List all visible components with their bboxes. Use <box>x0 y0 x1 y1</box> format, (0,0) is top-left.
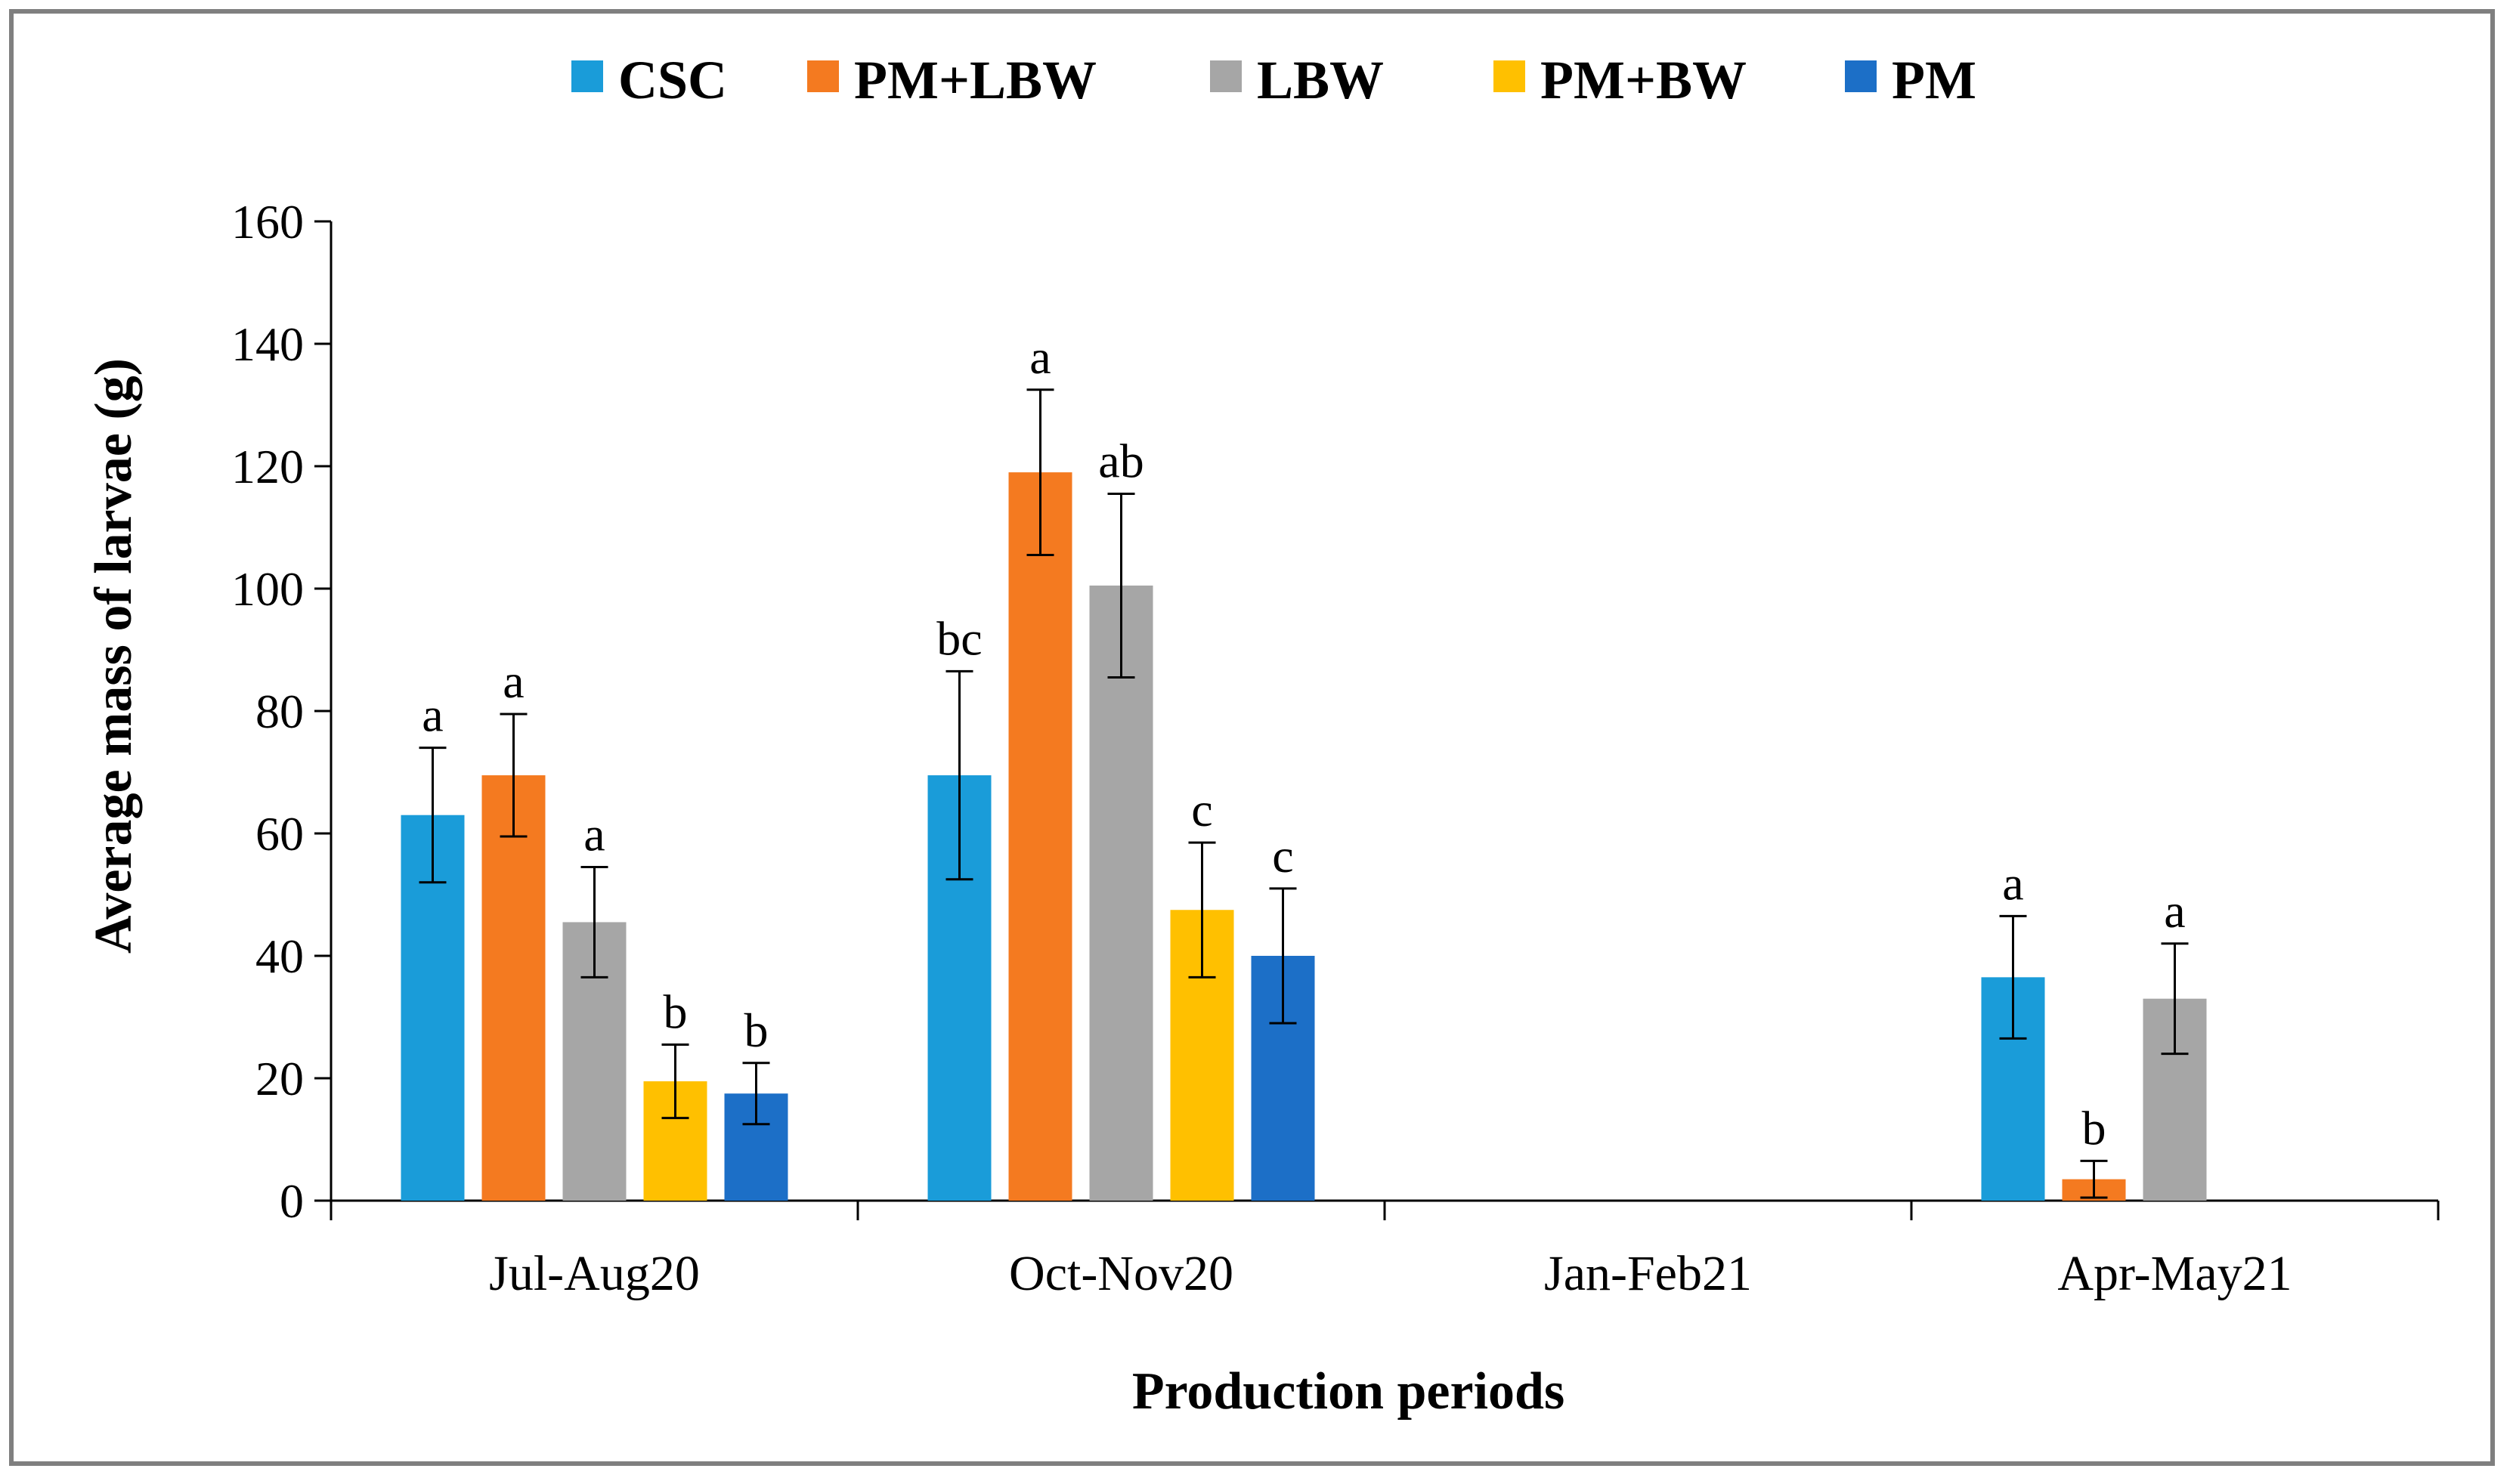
y-tick-label: 0 <box>280 1174 304 1228</box>
legend-swatch <box>1210 60 1242 92</box>
chart: CSC PM+LBW LBW PM+BW PM 0 20 40 60 80 100 120 140 16… <box>85 50 2440 1421</box>
legend-label: PM+BW <box>1540 50 1747 110</box>
significance-label: b <box>2082 1101 2106 1155</box>
significance-label: c <box>1191 783 1212 836</box>
legend-swatch <box>1493 60 1525 92</box>
bar <box>481 775 546 1201</box>
significance-label: a <box>503 654 524 708</box>
significance-label: a <box>422 688 443 742</box>
x-tick-label: Oct-Nov20 <box>1009 1246 1233 1301</box>
legend-label: PM+LBW <box>854 50 1097 110</box>
legend-label: LBW <box>1257 50 1384 110</box>
bar <box>1008 472 1072 1201</box>
y-tick-label: 160 <box>231 195 304 249</box>
y-tick-label: 140 <box>231 317 304 371</box>
legend-label: PM <box>1892 50 1976 110</box>
y-tick-label: 80 <box>255 685 304 738</box>
x-tick-label: Jul-Aug20 <box>489 1246 700 1301</box>
significance-label: ab <box>1098 434 1144 487</box>
bar <box>1089 585 1153 1201</box>
chart-frame: CSC PM+LBW LBW PM+BW PM 0 20 40 60 80 100 120 140 16… <box>9 9 2495 1466</box>
y-axis: 0 20 40 60 80 100 120 140 160 <box>231 195 333 1228</box>
legend-swatch <box>1845 60 1877 92</box>
significance-label: a <box>2164 884 2185 938</box>
legend-swatch <box>807 60 839 92</box>
y-tick-label: 100 <box>231 562 304 616</box>
legend-swatch <box>571 60 603 92</box>
y-tick-label: 120 <box>231 440 304 493</box>
significance-label: c <box>1272 829 1293 883</box>
legend: CSC PM+LBW LBW PM+BW PM <box>571 50 1976 110</box>
significance-label: a <box>2002 856 2023 910</box>
significance-label: a <box>583 808 605 861</box>
x-tick-label: Jan-Feb21 <box>1544 1246 1752 1301</box>
legend-label: CSC <box>618 50 727 110</box>
x-axis-title: Production periods <box>1132 1362 1564 1421</box>
y-tick-label: 60 <box>255 807 304 861</box>
significance-label: b <box>744 1003 769 1057</box>
significance-label: bc <box>936 611 982 665</box>
y-tick-label: 20 <box>255 1052 304 1105</box>
y-tick-label: 40 <box>255 929 304 983</box>
x-axis: Jul-Aug20 Oct-Nov20 Jan-Feb21 Apr-May21 <box>330 1199 2440 1301</box>
significance-label: b <box>664 985 688 1038</box>
x-tick-label: Apr-May21 <box>2057 1246 2292 1301</box>
y-axis-title: Average mass of larvae (g) <box>85 358 143 954</box>
significance-label: a <box>1029 330 1051 384</box>
